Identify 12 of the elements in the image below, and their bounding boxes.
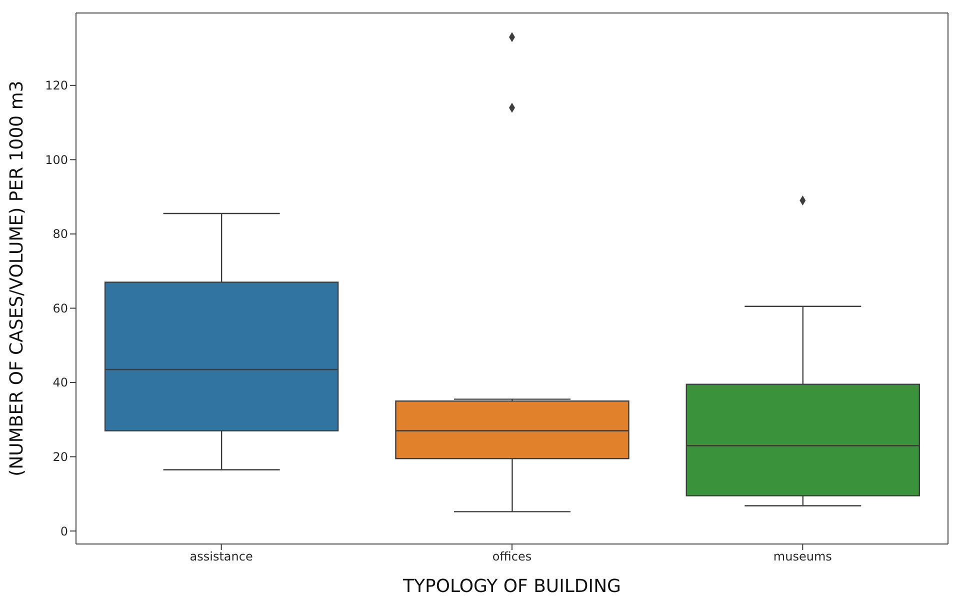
- y-tick-label: 0: [60, 524, 68, 538]
- y-tick-label: 60: [52, 301, 68, 316]
- x-tick-label: museums: [773, 550, 832, 564]
- y-axis-title: (NUMBER OF CASES/VOLUME) PER 1000 m3: [6, 80, 28, 476]
- y-tick-label: 20: [52, 450, 68, 464]
- y-tick-label: 40: [52, 376, 68, 390]
- y-tick-label: 120: [45, 78, 68, 93]
- y-tick-label: 80: [52, 227, 68, 242]
- x-tick-label: offices: [492, 550, 532, 564]
- x-axis-title: TYPOLOGY OF BUILDING: [402, 576, 622, 597]
- y-tick-label: 100: [45, 152, 68, 167]
- x-tick-label: assistance: [190, 550, 253, 564]
